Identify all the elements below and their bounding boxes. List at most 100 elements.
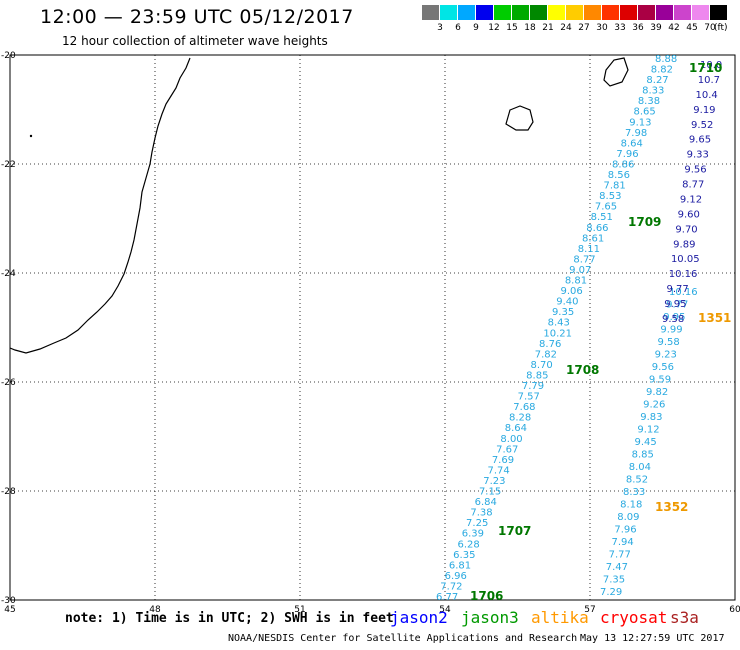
latitude-label: -20: [1, 51, 16, 61]
wave-height-track1: 10.21: [543, 328, 572, 339]
pass-time-label: 1710: [689, 61, 722, 75]
scale-swatch: [530, 5, 547, 20]
wave-height-track1: 8.43: [548, 318, 570, 329]
scale-swatch: [512, 5, 529, 20]
wave-height-track1: 8.86: [612, 159, 634, 170]
madagascar-coastline: [9, 57, 191, 354]
scale-swatch: [692, 5, 709, 20]
wave-height-track1: 8.64: [505, 423, 527, 434]
wave-height-track2: 8.04: [629, 462, 651, 473]
scale-label: 70: [704, 23, 716, 33]
scale-swatch: [440, 5, 457, 20]
wave-height-track2: 7.96: [614, 525, 636, 536]
scale-swatch: [620, 5, 637, 20]
wave-height-track3: 9.19: [693, 105, 715, 116]
pass-time-label: 1706: [470, 589, 503, 603]
legend-item-cryosat: cryosat: [600, 608, 668, 627]
scale-swatch: [602, 5, 619, 20]
wave-height-track1: 6.96: [445, 571, 467, 582]
wave-height-track2: 9.95: [663, 312, 685, 323]
wave-height-track3: 10.0: [700, 60, 722, 71]
scale-swatch: [422, 5, 439, 20]
wave-height-track2: 7.47: [606, 562, 628, 573]
scale-label: 15: [506, 23, 518, 33]
wave-height-track2: 8.85: [632, 450, 654, 461]
scale-unit: (ft): [714, 23, 728, 33]
wave-height-track2: 7.77: [609, 550, 631, 561]
legend-item-s3a: s3a: [670, 608, 699, 627]
wave-height-track3: 10.16: [669, 269, 698, 280]
wave-height-track3: 9.77: [666, 284, 688, 295]
scale-label: 9: [473, 23, 479, 33]
wave-height-track1: 7.67: [496, 444, 518, 455]
scale-label: 42: [668, 23, 680, 33]
wave-height-track1: 6.77: [436, 592, 458, 603]
scale-label: 45: [686, 23, 698, 33]
wave-height-track1: 8.27: [646, 75, 668, 86]
wave-height-track1: 8.33: [642, 86, 664, 97]
wave-height-track1: 7.23: [483, 476, 505, 487]
wave-height-track1: 8.85: [526, 370, 548, 381]
scale-swatch: [638, 5, 655, 20]
scale-swatch: [476, 5, 493, 20]
legend-item-altika: altika: [531, 608, 589, 627]
wave-height-track1: 8.38: [638, 96, 660, 107]
wave-height-track1: 8.11: [578, 244, 600, 255]
scale-swatch: [656, 5, 673, 20]
wave-height-track1: 7.65: [595, 202, 617, 213]
wave-height-track3: 9.89: [673, 239, 695, 250]
wave-height-track1: 8.77: [573, 254, 595, 265]
scale-swatch: [494, 5, 511, 20]
wave-height-track2: 9.56: [652, 362, 674, 373]
wave-height-track1: 8.64: [621, 138, 643, 149]
pass-time-label: 1352: [655, 500, 688, 514]
longitude-label: 51: [294, 605, 305, 615]
wave-height-track1: 7.79: [522, 381, 544, 392]
longitude-label: 60: [729, 605, 740, 615]
wave-height-track1: 7.57: [518, 392, 540, 403]
scale-swatch: [710, 5, 727, 20]
wave-height-track1: 7.96: [616, 149, 638, 160]
wave-height-track3: 10.4: [696, 90, 718, 101]
wave-height-track1: 9.13: [629, 117, 651, 128]
wave-height-track1: 9.06: [561, 286, 583, 297]
map-title: 12:00 — 23:59 UTC 05/12/2017: [40, 6, 354, 28]
wave-height-track1: 8.61: [582, 233, 604, 244]
scale-swatch: [566, 5, 583, 20]
wave-height-track2: 7.94: [612, 537, 634, 548]
wave-height-track1: 6.81: [449, 560, 471, 571]
wave-height-track1: 9.40: [556, 297, 578, 308]
longitude-label: 54: [439, 605, 451, 615]
wave-height-track1: 9.07: [569, 265, 591, 276]
wave-height-track1: 8.53: [599, 191, 621, 202]
wave-height-track1: 8.28: [509, 413, 531, 424]
wave-height-track3: 9.52: [691, 120, 713, 131]
wave-height-track2: 9.26: [643, 400, 665, 411]
wave-height-track1: 8.66: [586, 223, 608, 234]
credit-text: NOAA/NESDIS Center for Satellite Applica…: [228, 633, 578, 644]
wave-height-track1: 7.69: [492, 455, 514, 466]
legend-item-jason3: jason3: [461, 608, 519, 627]
wave-height-track1: 7.25: [466, 518, 488, 529]
scale-swatch: [674, 5, 691, 20]
wave-height-track1: 7.68: [513, 402, 535, 413]
wave-height-track2: 9.58: [658, 337, 680, 348]
wave-height-track1: 6.84: [475, 497, 497, 508]
wave-height-track3: 10.7: [698, 75, 720, 86]
wave-height-track1: 8.76: [539, 339, 561, 350]
mauritius-island: [603, 57, 629, 87]
wave-height-track1: 7.81: [603, 181, 625, 192]
scale-label: 30: [596, 23, 608, 33]
latitude-label: -22: [1, 160, 16, 170]
scale-label: 27: [578, 23, 590, 33]
wave-height-track3: 9.33: [687, 150, 709, 161]
wave-height-track3: 8.77: [682, 180, 704, 191]
wave-height-track3: 9.58: [662, 314, 684, 325]
wave-height-track3: 9.60: [678, 209, 700, 220]
wave-height-track1: 7.72: [440, 581, 462, 592]
scale-label: 12: [488, 23, 500, 33]
latitude-label: -24: [1, 269, 16, 279]
wave-height-track2: 7.35: [603, 575, 625, 586]
latitude-label: -30: [1, 596, 16, 606]
wave-height-track1: 8.00: [500, 434, 522, 445]
